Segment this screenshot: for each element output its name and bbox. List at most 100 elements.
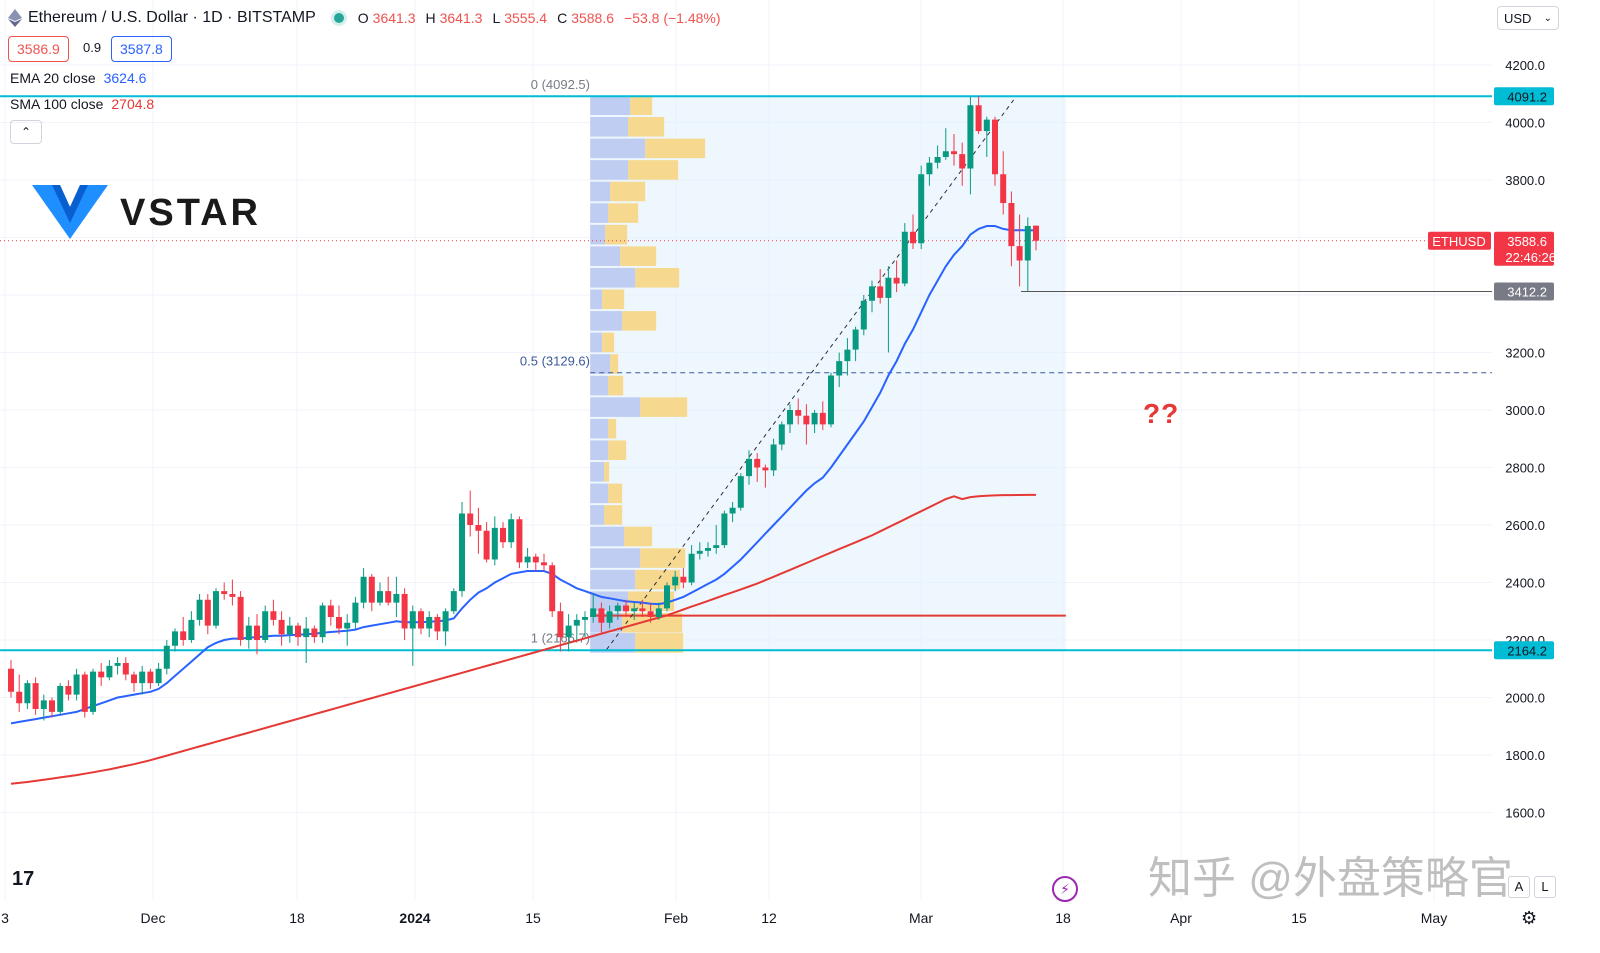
candle-up [573, 619, 580, 626]
collapse-legend-button[interactable]: ⌃ [10, 120, 42, 144]
volume-profile-up-bar [590, 526, 625, 547]
auto-scale-button[interactable]: A [1508, 876, 1530, 898]
candle-down [8, 668, 14, 692]
symbol-title[interactable]: Ethereum / U.S. Dollar · 1D · BITSTAMP [28, 9, 316, 26]
volume-profile-down-bar [645, 138, 706, 159]
volume-profile-up-bar [590, 267, 636, 288]
candle-down [549, 565, 556, 612]
candle-down [500, 527, 506, 543]
candle-down [49, 700, 55, 712]
candle-down [221, 591, 228, 594]
candle-up [409, 611, 416, 629]
chart-header: Ethereum / U.S. Dollar · 1D · BITSTAMP O… [8, 6, 727, 30]
volume-profile-up-bar [590, 289, 603, 310]
y-tick-label: 3800.0 [1505, 173, 1545, 188]
candle-down [1033, 225, 1039, 241]
candle-down [467, 513, 474, 525]
volume-profile-up-bar [590, 418, 609, 439]
candle-up [196, 599, 203, 620]
tradingview-logo: 17 [12, 868, 35, 890]
candle-down [959, 154, 966, 169]
chevron-down-icon: ⌄ [1543, 13, 1552, 24]
candle-up [172, 631, 178, 646]
volume-profile-up-bar [590, 138, 646, 159]
candle-down [795, 410, 802, 416]
candle-down [180, 631, 187, 640]
y-tick-label: 2400.0 [1505, 576, 1545, 591]
candle-down [295, 625, 301, 638]
settings-icon[interactable]: ⚙ [1521, 908, 1538, 928]
y-tick-label: 2800.0 [1505, 461, 1545, 476]
candle-up [860, 300, 867, 330]
candle-down [803, 415, 810, 425]
fib-0-label: 0 (4092.5) [531, 77, 590, 92]
candle-down [418, 611, 424, 629]
candle-down [623, 605, 629, 612]
volume-profile-up-bar [590, 483, 609, 504]
x-tick-label: 3 [1, 910, 9, 926]
volume-profile-down-bar [624, 526, 653, 547]
candle-down [32, 683, 39, 709]
candle-down [98, 671, 105, 678]
candle-down [1000, 174, 1007, 203]
volume-profile-down-bar [620, 246, 657, 266]
candle-up [664, 585, 670, 609]
x-tick-label: Mar [909, 910, 933, 926]
y-tick-label: 1600.0 [1505, 806, 1545, 821]
price-label-box [1494, 87, 1554, 106]
market-status-icon [333, 13, 344, 23]
ema-legend[interactable]: EMA 20 close 3624.6 [10, 70, 147, 86]
candle-up [245, 625, 252, 640]
volume-profile-down-bar [622, 612, 683, 633]
candle-up [926, 162, 933, 175]
y-tick-label: 2000.0 [1505, 691, 1545, 706]
candle-up [344, 622, 351, 629]
candle-down [975, 105, 982, 132]
candle-down [910, 231, 916, 244]
candle-up [737, 476, 744, 508]
y-tick-label: 4000.0 [1505, 116, 1545, 131]
volume-profile-down-bar [610, 181, 646, 202]
fib-0.5-label: 0.5 (3129.6) [520, 354, 590, 369]
candle-down [81, 674, 88, 712]
candle-down [131, 674, 137, 684]
buy-price-box[interactable]: 3587.8 [111, 36, 172, 62]
candle-up [442, 611, 449, 632]
candle-down [327, 605, 334, 617]
volume-profile-down-bar [608, 483, 623, 504]
candle-down [147, 671, 154, 684]
x-tick-label: 18 [1055, 910, 1071, 926]
sma-legend[interactable]: SMA 100 close 2704.8 [10, 96, 155, 112]
price-label-box [1494, 231, 1554, 266]
sell-price-box[interactable]: 3586.9 [8, 36, 69, 62]
volume-profile-up-bar [590, 462, 605, 482]
candle-down [541, 562, 547, 566]
ohlc-readout: O 3641.3 H 3641.3 L 3555.4 C 3588.6 −53.8 (−… [357, 10, 721, 26]
lightning-icon[interactable]: ⚡ [1052, 876, 1078, 902]
candle-up [491, 527, 498, 560]
candle-down [237, 596, 244, 640]
volume-profile-up-bar [590, 375, 609, 396]
candle-down [434, 617, 441, 632]
candle-down [557, 611, 564, 638]
candle-up [459, 513, 465, 592]
change-value: −53.8 (−1.48%) [624, 10, 721, 26]
volume-profile-up-bar [590, 569, 636, 590]
candle-up [787, 410, 793, 425]
volume-profile-down-bar [640, 397, 688, 417]
log-scale-button[interactable]: L [1534, 876, 1556, 898]
time-axis [0, 905, 1600, 953]
volume-profile-down-bar [635, 633, 684, 653]
candle-up [163, 645, 170, 669]
candle-down [516, 519, 523, 563]
currency-select[interactable]: USD ⌄ [1497, 6, 1559, 30]
candle-up [655, 608, 662, 617]
candle-up [746, 458, 752, 477]
sma100-line [10, 493, 1036, 785]
x-tick-label: 15 [525, 910, 541, 926]
candle-up [1024, 226, 1031, 261]
candle-up [524, 556, 531, 563]
candle-up [360, 576, 367, 603]
candle-down [368, 576, 375, 603]
